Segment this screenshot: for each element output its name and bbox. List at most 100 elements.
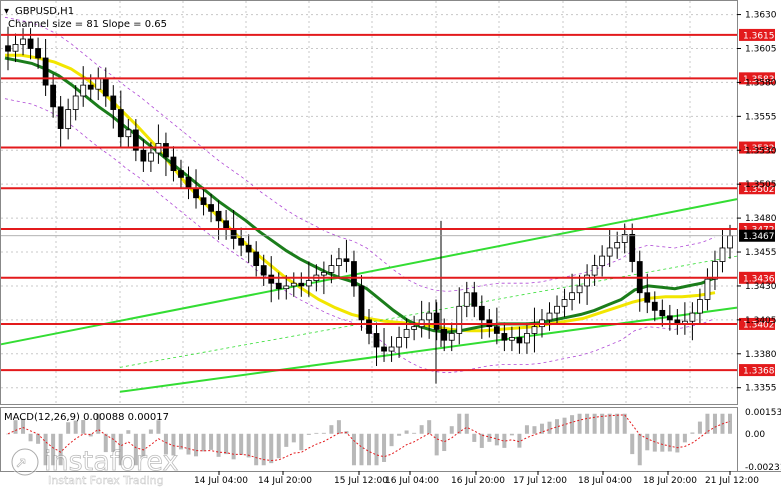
candle <box>35 37 41 69</box>
level-tag <box>739 72 775 85</box>
macd-bar <box>103 433 108 453</box>
macd-bar <box>88 433 93 437</box>
macd-bar <box>562 417 567 434</box>
candle <box>531 307 538 353</box>
candle <box>433 302 440 341</box>
time-tick-label: 15 Jul 12:00 <box>334 476 388 486</box>
macd-bar <box>509 433 514 436</box>
candle <box>80 66 87 107</box>
candle <box>471 281 478 318</box>
macd-tick-label: 0.00 <box>745 430 765 440</box>
macd-bar <box>547 421 552 434</box>
candle <box>57 95 64 148</box>
price-tick-label: 1.3355 <box>745 384 777 394</box>
macd-bar <box>216 433 221 457</box>
price-tick-label: 1.3480 <box>745 214 777 224</box>
macd-bar <box>622 413 627 434</box>
macd-bar <box>479 433 484 448</box>
macd-bar <box>13 420 18 434</box>
candle <box>644 273 651 314</box>
candle <box>591 254 598 286</box>
candle <box>426 302 433 339</box>
candle <box>305 261 312 297</box>
candle <box>576 275 583 304</box>
candle <box>606 228 613 267</box>
macd-bar <box>246 433 251 458</box>
support-resistance-levels: 1.36151.35831.35321.35021.34721.34361.34… <box>1 28 775 377</box>
macd-bar <box>126 430 131 434</box>
macd-bar <box>397 433 402 436</box>
macd-bar <box>600 413 605 434</box>
price-axis: 1.3630 1.3605 1.3580 1.3555 1.3530 1.3505 1.34… <box>737 11 777 394</box>
macd-bar <box>630 433 635 455</box>
candle <box>689 302 696 341</box>
macd-bar <box>712 413 717 434</box>
time-tick-label: 21 Jul 12:00 <box>705 476 759 486</box>
candle <box>351 250 357 297</box>
macd-bar <box>585 413 590 434</box>
level-label: 1.3615 <box>743 31 775 41</box>
level-label: 1.3502 <box>743 185 775 195</box>
macd-bar <box>141 433 146 457</box>
macd-bar <box>133 433 138 466</box>
macd-bar <box>652 433 657 452</box>
macd-histogram <box>6 413 732 466</box>
candle <box>238 227 245 257</box>
channel-line <box>0 198 738 346</box>
time-tick-label: 14 Jul 04:00 <box>194 476 248 486</box>
macd-bar <box>494 433 499 446</box>
macd-bar <box>261 433 266 466</box>
macd-bar <box>224 433 229 455</box>
level-tag <box>739 28 775 41</box>
macd-bar <box>36 433 41 444</box>
level-label: 1.3436 <box>743 274 775 284</box>
candle <box>178 159 184 189</box>
candle <box>569 273 575 311</box>
candle <box>253 241 260 277</box>
macd-bar <box>524 425 529 434</box>
candle <box>170 146 177 182</box>
svg-text:Instant Forex Trading: Instant Forex Trading <box>48 474 164 487</box>
candle <box>373 322 380 367</box>
candle <box>584 264 591 305</box>
macd-bar <box>111 433 116 452</box>
candle <box>125 119 132 148</box>
price-tick-label: 1.3455 <box>745 248 777 258</box>
macd-bar <box>419 425 424 434</box>
macd-bar <box>374 433 379 466</box>
level-tag <box>739 271 775 284</box>
candle <box>704 268 711 311</box>
macd-bar <box>449 426 454 434</box>
macd-bar <box>728 413 732 434</box>
macd-bar <box>118 433 123 466</box>
macd-bar <box>577 413 582 434</box>
candle <box>516 326 523 354</box>
macd-bar <box>667 433 672 452</box>
macd-bar <box>6 433 10 435</box>
level-label: 1.3402 <box>743 320 775 330</box>
candle <box>298 272 305 297</box>
candle <box>508 326 515 352</box>
level-tag <box>739 317 775 330</box>
vertical-grid <box>55 1 691 404</box>
macd-bar <box>607 413 612 434</box>
time-tick-label: 18 Jul 04:00 <box>578 476 632 486</box>
macd-bar <box>43 433 48 466</box>
svg-text:instaforex: instaforex <box>44 446 178 477</box>
level-tag <box>739 364 775 377</box>
price-tick-label: 1.3505 <box>745 180 777 190</box>
time-tick-label: 17 Jul 12:00 <box>513 476 567 486</box>
candle <box>215 200 222 240</box>
price-tick-label: 1.3405 <box>745 316 777 326</box>
macd-bar <box>194 433 199 457</box>
candle <box>290 272 297 297</box>
candle <box>463 281 470 318</box>
macd-bar <box>457 413 462 434</box>
candle <box>719 228 726 273</box>
collapse-icon[interactable]: ▾ <box>4 6 9 17</box>
price-tick-label: 1.3630 <box>745 11 777 21</box>
channel-line <box>119 255 738 368</box>
time-tick-label: 18 Jul 20:00 <box>643 476 697 486</box>
time-tick-label: 16 Jul 04:00 <box>385 476 439 486</box>
